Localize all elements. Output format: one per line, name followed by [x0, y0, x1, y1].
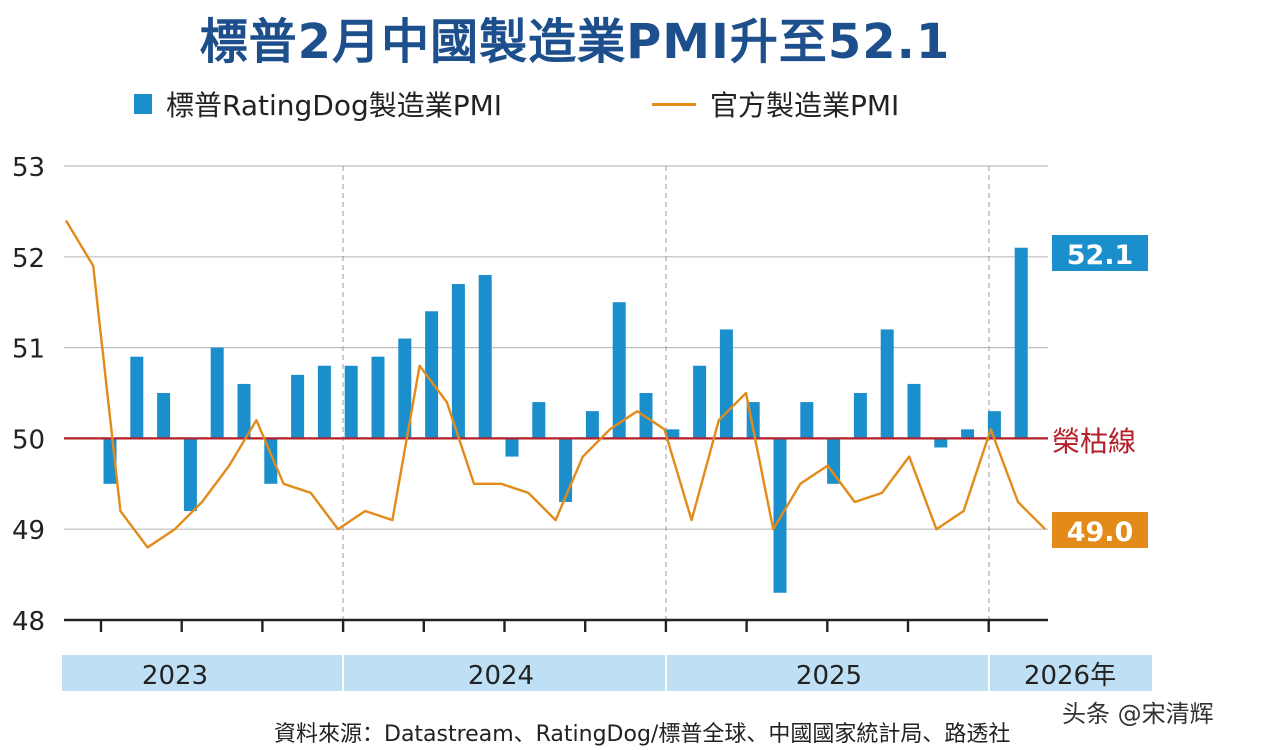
bar-11 [371, 356, 385, 439]
x-axis [64, 618, 1048, 632]
year-dividers [342, 166, 990, 620]
y-tick-label-51: 51 [12, 335, 45, 365]
bar-14 [451, 284, 465, 439]
bar-8 [291, 374, 305, 439]
bar-15 [478, 274, 492, 439]
bar-32 [934, 438, 948, 448]
bar-22 [666, 429, 680, 439]
bar-31 [907, 383, 921, 439]
year-label-3: 2025 [796, 661, 862, 691]
bar-2 [130, 356, 144, 439]
legend-bar-swatch [134, 94, 152, 114]
boom-bust-label: 榮枯線 [1052, 425, 1136, 458]
y-axis-ticks: 53 52 51 50 49 48 [12, 153, 45, 637]
line-latest-callout-bg [1052, 512, 1148, 548]
bar-12 [398, 338, 412, 439]
y-tick-label-50: 50 [12, 425, 45, 455]
legend-bar-label: 標普RatingDog製造業PMI [166, 89, 503, 122]
bar-17 [532, 402, 546, 439]
bar-33 [961, 429, 975, 439]
source-note: 資料來源：Datastream、RatingDog/標普全球、中國國家統計局、路… [274, 722, 1011, 747]
bar-6 [237, 383, 251, 439]
watermark: 头条 @宋清辉 [1062, 694, 1214, 729]
chart-title: 標普2月中國製造業PMI升至52.1 [199, 14, 951, 70]
bar-28 [827, 438, 841, 484]
callouts: 52.1 49.0 榮枯線 [1052, 235, 1148, 548]
y-tick-label-53: 53 [12, 153, 45, 183]
legend-line-label: 官方製造業PMI [710, 89, 900, 122]
bar-series [103, 247, 1028, 593]
bar-latest-callout: 52.1 [1067, 240, 1134, 271]
bar-4 [183, 438, 197, 512]
bar-3 [157, 393, 171, 439]
bar-5 [210, 347, 224, 439]
bar-16 [505, 438, 519, 457]
bar-7 [264, 438, 278, 484]
y-tick-label-48: 48 [12, 607, 45, 637]
legend-item-line: 官方製造業PMI [652, 86, 899, 122]
y-tick-label-52: 52 [12, 244, 45, 274]
bar-23 [693, 365, 707, 439]
bar-13 [425, 311, 439, 439]
bar-10 [344, 365, 358, 439]
bar-20 [612, 302, 626, 439]
legend-item-bar: 標普RatingDog製造業PMI [134, 86, 502, 122]
year-label-4: 2026年 [1024, 661, 1116, 691]
bar-35 [1014, 247, 1028, 439]
bar-24 [719, 329, 733, 439]
legend-line-swatch [652, 102, 696, 106]
bar-9 [317, 365, 331, 439]
year-band: 2023 2024 2025 2026年 [62, 655, 1152, 691]
line-series [64, 219, 1047, 549]
official-pmi-line [64, 219, 1047, 549]
bar-27 [800, 402, 814, 439]
bar-29 [853, 393, 867, 439]
year-label-1: 2023 [142, 661, 208, 691]
year-band-bg [62, 655, 1152, 691]
bar-latest-callout-bg [1052, 235, 1148, 271]
bar-30 [880, 329, 894, 439]
y-tick-label-49: 49 [12, 516, 45, 546]
bar-19 [585, 411, 599, 439]
year-label-2: 2024 [468, 661, 534, 691]
line-latest-callout: 49.0 [1067, 517, 1134, 548]
bar-18 [559, 438, 573, 502]
